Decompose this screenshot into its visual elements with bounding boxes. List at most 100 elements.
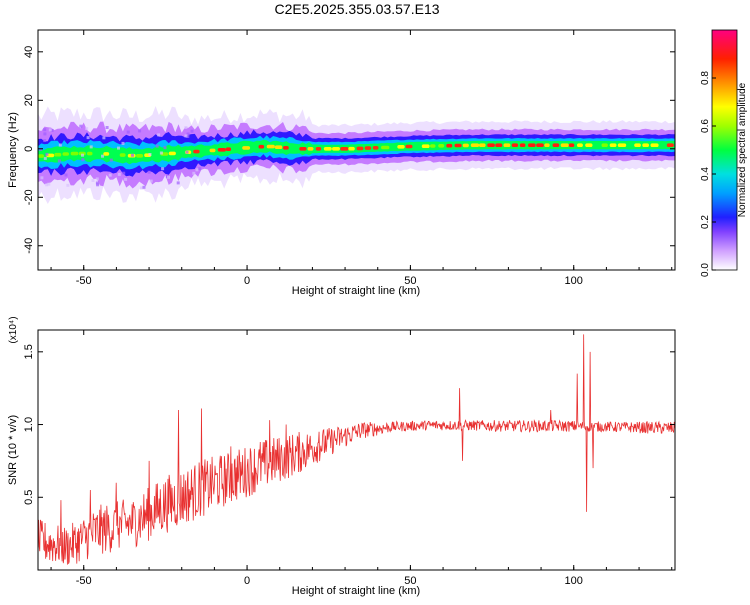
spectrogram-speck xyxy=(195,168,199,172)
spectrogram-speck xyxy=(81,158,85,162)
spectrogram-core-segment xyxy=(511,143,519,147)
spectrogram-speck xyxy=(167,175,170,179)
spectrogram-speck xyxy=(66,183,70,187)
spectrogram-core-segment xyxy=(568,143,575,147)
spectrogram-speck xyxy=(148,153,152,156)
spectrogram-image xyxy=(38,106,675,204)
spectrogram-core-segment xyxy=(381,145,390,150)
spectrogram-core-segment xyxy=(462,143,469,148)
spectrogram-core-segment xyxy=(283,146,289,150)
spectrogram-core-segment xyxy=(136,154,144,158)
spectrogram-speck xyxy=(43,156,47,160)
snr-xlabel: Height of straight line (km) xyxy=(292,585,420,597)
spectrogram-speck xyxy=(95,181,99,185)
colorbar-tick-label: 0.2 xyxy=(700,215,711,229)
spectrogram-core-segment xyxy=(430,144,436,148)
spectrogram-core-segment xyxy=(225,147,232,151)
spectrogram-speck xyxy=(101,154,104,158)
spectrogram-ytick-label: -40 xyxy=(23,238,35,254)
spectrogram-speck xyxy=(124,177,128,181)
spectrogram-axes: -50 0 50 100 -40 -20 0 20 40 xyxy=(23,30,675,287)
colorbar-ticks: 0.0 0.2 0.4 0.6 0.8 xyxy=(700,71,716,277)
snr-plot-area xyxy=(38,334,675,565)
chart-title: C2E5.2025.355.03.57.E13 xyxy=(274,1,439,17)
spectrogram-speck xyxy=(131,153,134,157)
spectrogram-core-segment xyxy=(323,147,332,151)
spectrogram-ytick-label: 40 xyxy=(23,46,35,58)
snr-xtick-label: 100 xyxy=(565,575,583,587)
spectrogram-speck xyxy=(81,153,84,157)
spectrogram-core-segment xyxy=(560,143,569,147)
spectrogram-ytick-label: -20 xyxy=(23,189,35,205)
spectrogram-speck xyxy=(117,146,120,150)
spectrogram-speck xyxy=(50,129,54,132)
spectrogram-core-segment xyxy=(258,144,265,149)
colorbar-tick-label: 0.6 xyxy=(700,119,711,133)
spectrogram-speck xyxy=(89,145,93,149)
spectrogram-speck xyxy=(157,133,161,137)
spectrogram-speck xyxy=(96,183,100,187)
spectrogram-core-segment xyxy=(209,148,216,153)
spectrogram-speck xyxy=(85,127,89,131)
spectrogram-speck xyxy=(192,171,196,175)
spectrogram-speck xyxy=(64,173,68,177)
snr-frame xyxy=(37,329,676,571)
spectrogram-core-segment xyxy=(372,146,379,150)
spectrogram-speck xyxy=(45,152,49,156)
spectrogram-core-segment xyxy=(70,151,79,156)
spectrogram-core-segment xyxy=(397,145,405,149)
spectrogram-speck xyxy=(79,124,83,128)
spectrogram-core-segment xyxy=(78,151,86,156)
snr-panel: -50 0 50 100 0.5 1.0 1.5 Height of straight li… xyxy=(7,316,676,597)
spectrogram-core-segment xyxy=(438,144,445,148)
spectrogram-core-segment xyxy=(356,146,364,151)
spectrogram-core-segment xyxy=(650,143,659,147)
colorbar-tick-label: 0.8 xyxy=(700,71,711,85)
colorbar-label: Normalized spectral amplitude xyxy=(737,82,748,217)
spectrogram-speck xyxy=(138,129,142,133)
snr-ylabel: SNR (10 * v/v) xyxy=(7,415,19,485)
spectrogram-core-segment xyxy=(666,143,674,147)
spectrogram-xtick-label: 100 xyxy=(565,275,583,287)
snr-ytick-label: 1.0 xyxy=(23,417,35,432)
spectrogram-speck xyxy=(91,179,95,182)
spectrogram-ylabel: Frequency (Hz) xyxy=(7,112,19,188)
spectrogram-core-segment xyxy=(634,143,641,147)
spectrogram-speck xyxy=(45,183,49,187)
snr-xtick-label: 0 xyxy=(244,575,250,587)
spectrogram-frame xyxy=(37,29,676,271)
snr-xtick-label: 50 xyxy=(404,575,416,587)
spectrogram-core-segment xyxy=(307,147,314,151)
spectrogram-core-segment xyxy=(340,147,349,151)
spectrogram-speck xyxy=(43,139,47,142)
spectrogram-speck xyxy=(48,128,52,132)
spectrogram-core-segment xyxy=(348,146,355,151)
spectrogram-core-segment xyxy=(38,154,44,158)
spectrogram-speck xyxy=(58,143,62,147)
spectrogram-core-segment xyxy=(495,143,503,147)
spectrogram-speck xyxy=(142,185,146,189)
spectrogram-xtick-label: 50 xyxy=(404,275,416,287)
spectrogram-speck xyxy=(186,135,190,138)
spectrogram-speck xyxy=(108,173,112,177)
spectrogram-core-segment xyxy=(577,143,583,147)
snr-ytick-label: 1.5 xyxy=(23,344,35,359)
spectrogram-ytick-label: 0 xyxy=(23,146,35,152)
spectrogram-core-segment xyxy=(274,145,283,149)
spectrogram-panel: -50 0 50 100 -40 -20 0 20 40 Height of straight … xyxy=(7,29,676,297)
snr-xtick-label: -50 xyxy=(76,575,92,587)
spectrogram-core-segment xyxy=(585,143,593,147)
spectrogram-speck xyxy=(43,132,47,136)
snr-scale-label: (x10⁴) xyxy=(8,316,19,343)
spectrogram-speck xyxy=(190,129,194,133)
spectrogram-core-segment xyxy=(299,147,307,151)
spectrogram-core-segment xyxy=(103,152,110,156)
spectrogram-core-segment xyxy=(54,152,62,157)
spectrogram-xtick-label: 0 xyxy=(244,275,250,287)
spectrogram-core-segment xyxy=(454,143,462,148)
spectrogram-core-segment xyxy=(487,143,495,147)
spectrogram-speck xyxy=(126,130,130,134)
spectrogram-ytick-label: 20 xyxy=(23,94,35,106)
